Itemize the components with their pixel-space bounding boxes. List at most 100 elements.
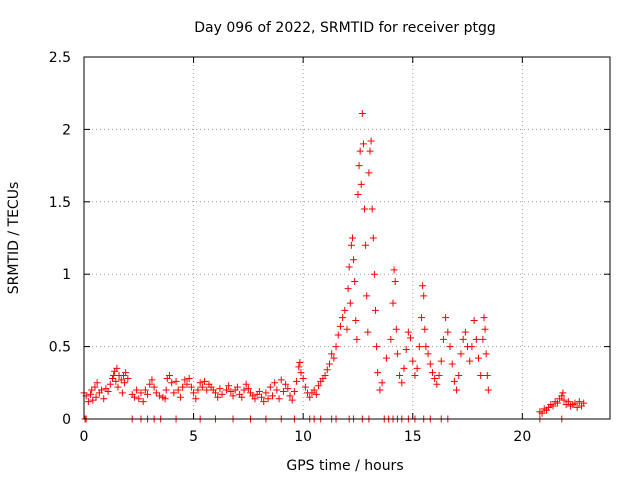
data-point [133, 386, 141, 394]
data-point [328, 350, 336, 358]
data-point [444, 328, 452, 336]
y-axis-label: SRMTID / TECUs [6, 182, 22, 295]
data-point [293, 377, 301, 385]
data-point [194, 386, 202, 394]
data-point [330, 354, 338, 362]
data-point [479, 335, 487, 343]
data-point [152, 389, 160, 397]
x-tick-label: 10 [294, 429, 312, 445]
data-point [359, 140, 367, 148]
data-point [472, 335, 480, 343]
data-point [282, 380, 290, 388]
grid-lines [84, 57, 610, 419]
data-point [580, 399, 588, 407]
data-point [369, 234, 377, 242]
data-point [124, 374, 132, 382]
data-point [339, 314, 347, 322]
data-point [118, 389, 126, 397]
data-point [176, 393, 184, 401]
data-point [398, 379, 406, 387]
data-point [402, 345, 410, 353]
data-point [264, 395, 272, 403]
data-point [93, 379, 101, 387]
data-point [108, 374, 116, 382]
data-point [439, 335, 447, 343]
data-point [448, 360, 456, 368]
data-point [455, 372, 463, 380]
y-tick-label: 0.5 [49, 340, 71, 356]
data-point [258, 393, 266, 401]
data-point [295, 363, 303, 371]
data-point [553, 399, 561, 407]
data-point [422, 343, 430, 351]
data-point [466, 357, 474, 365]
data-point [549, 402, 557, 410]
data-point [130, 393, 138, 401]
data-point [255, 387, 263, 395]
data-point [450, 377, 458, 385]
data-point [354, 191, 362, 199]
data-point [374, 369, 382, 377]
data-point [371, 306, 379, 314]
data-point [288, 396, 296, 404]
data-point [573, 403, 581, 411]
data-point [355, 162, 363, 170]
data-point [477, 372, 485, 380]
y-tick-label: 2.5 [49, 50, 71, 66]
data-point [112, 377, 120, 385]
data-point [196, 379, 204, 387]
data-point [368, 205, 376, 213]
data-point [482, 350, 490, 358]
data-point [348, 234, 356, 242]
data-point [203, 386, 211, 394]
data-point [323, 366, 331, 374]
data-point [468, 343, 476, 351]
data-point [344, 285, 352, 293]
data-point [174, 386, 182, 394]
data-point [139, 398, 147, 406]
data-point [365, 169, 373, 177]
plot-frame [83, 56, 611, 420]
data-point [156, 392, 164, 400]
data-point [420, 292, 428, 300]
data-point [442, 314, 450, 322]
data-point [150, 383, 158, 391]
data-point [277, 376, 285, 384]
data-point [457, 350, 465, 358]
data-point [334, 331, 342, 339]
data-point [106, 380, 114, 388]
data-point [84, 398, 92, 406]
data-point [266, 383, 274, 391]
data-point [179, 383, 187, 391]
data-point [453, 386, 461, 394]
data-point [419, 282, 427, 290]
data-point [376, 386, 384, 394]
y-tick-label: 1 [62, 267, 71, 283]
axis-ticks: 0 5 10 15 20 0 0.5 1 1.5 2 2.5 [49, 50, 610, 445]
data-point [428, 369, 436, 377]
data-point [161, 395, 169, 403]
data-point [141, 386, 149, 394]
data-point [201, 377, 209, 385]
data-point [389, 299, 397, 307]
data-point [244, 385, 252, 393]
data-point [325, 360, 333, 368]
data-point [575, 398, 583, 406]
data-point [404, 328, 412, 336]
data-point [168, 379, 176, 387]
data-point [358, 109, 366, 117]
data-point [91, 383, 99, 391]
data-point [483, 372, 491, 380]
data-point [260, 398, 268, 406]
data-point [214, 393, 222, 401]
data-point [310, 386, 318, 394]
data-point [170, 389, 178, 397]
data-point [242, 380, 250, 388]
x-tick-label: 20 [513, 429, 531, 445]
data-point [409, 357, 417, 365]
data-point [356, 147, 364, 155]
data-point [183, 380, 191, 388]
data-point [332, 343, 340, 351]
data-point [286, 392, 294, 400]
data-point [538, 409, 546, 417]
